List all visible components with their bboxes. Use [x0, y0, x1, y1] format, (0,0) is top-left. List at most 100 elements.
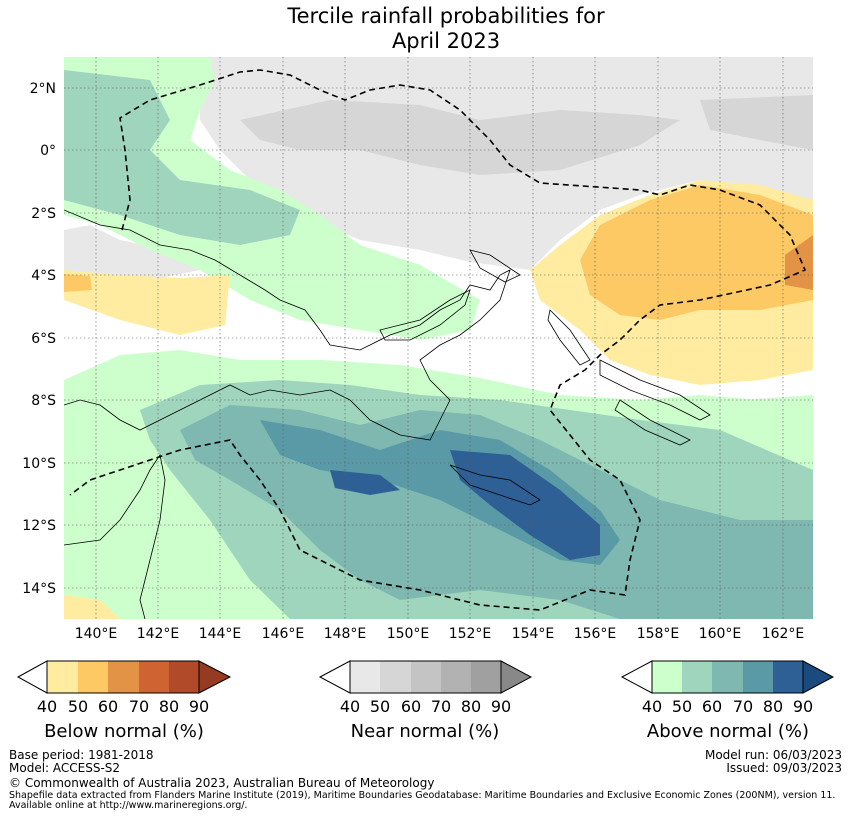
- map-area: [64, 57, 813, 619]
- colorbar-below-tick-40: 40: [37, 697, 57, 716]
- coastline-new-britain: [379, 289, 471, 341]
- lat-label-0: 0°: [40, 143, 56, 159]
- colorbar-near-tick-60: 60: [401, 697, 421, 716]
- colorbar-near-right-cap: [501, 661, 531, 693]
- coastline-solomons: [599, 359, 711, 446]
- base-period: Base period: 1981-2018: [9, 748, 154, 762]
- colorbar-above-tick-90: 90: [793, 697, 813, 716]
- lat-label-12s: 12°S: [22, 518, 56, 534]
- title-line-1: Tercile rainfall probabilities for: [287, 4, 605, 28]
- colorbar-near-swatch-50: [380, 661, 411, 693]
- coastlines: [64, 209, 711, 619]
- lon-label-148e: 148°E: [324, 626, 367, 642]
- lat-label-8s: 8°S: [31, 393, 56, 409]
- colorbar-above-tick-40: 40: [642, 697, 662, 716]
- colorbar-near-tick-90: 90: [491, 697, 511, 716]
- colorbar-below-swatch-80: [169, 661, 199, 693]
- colorbar-near-swatch-80: [471, 661, 501, 693]
- colorbar-above-left-cap: [620, 660, 653, 694]
- colorbar-near-swatch-40: [350, 661, 380, 693]
- below-normal-southwest: [64, 595, 120, 619]
- coastline-louisiade: [449, 464, 541, 506]
- colorbar-below-tick-80: 80: [159, 697, 179, 716]
- colorbar-above-swatch-60: [712, 661, 743, 693]
- lon-label-146e: 146°E: [262, 626, 305, 642]
- near-normal-east: [700, 95, 813, 150]
- coastline-bougainville: [547, 309, 591, 366]
- below-normal-east-core: [580, 185, 813, 320]
- gridlines: [64, 57, 813, 619]
- lon-label-152e: 152°E: [449, 626, 492, 642]
- latitude-labels: 2°N 0° 2°S 4°S 6°S 8°S 10°S 12°S 14°S: [22, 81, 56, 597]
- map-title: Tercile rainfall probabilities for April…: [0, 4, 850, 54]
- colorbar-above-tick-60: 60: [702, 697, 722, 716]
- below-normal-east-max: [785, 235, 813, 290]
- above-normal-north: [64, 57, 480, 340]
- below-normal-west-core: [64, 274, 92, 292]
- coastline-new-ireland: [469, 249, 521, 283]
- lon-label-144e: 144°E: [199, 626, 242, 642]
- eez-png: [69, 69, 807, 611]
- lon-label-154e: 154°E: [512, 626, 555, 642]
- lat-label-4s: 4°S: [31, 268, 56, 284]
- coastline-australia: [64, 453, 166, 619]
- lon-label-162e: 162°E: [762, 626, 805, 642]
- lat-label-6s: 6°S: [31, 331, 56, 347]
- colorbar-below-left-cap: [16, 660, 48, 694]
- near-normal-core: [240, 100, 680, 175]
- colorbar-near-tick-70: 70: [431, 697, 451, 716]
- lon-label-150e: 150°E: [387, 626, 430, 642]
- colorbar-below-swatch-40: [47, 661, 78, 693]
- colorbar-below-swatch-60: [108, 661, 139, 693]
- colorbar-below-title: Below normal (%): [44, 721, 204, 742]
- colorbar-below-tick-70: 70: [129, 697, 149, 716]
- above-normal-core-small: [330, 470, 400, 495]
- shapefile-credit-line-1: Shapefile data extracted from Flanders M…: [9, 790, 836, 801]
- colorbar-near-swatch-70: [441, 661, 471, 693]
- longitude-labels: 140°E 142°E 144°E 146°E 148°E 150°E 152°…: [75, 626, 805, 642]
- colorbar-above-tick-70: 70: [733, 697, 753, 716]
- title-line-2: April 2023: [391, 29, 501, 53]
- colorbar-above-swatch-70: [743, 661, 773, 693]
- colorbar-near-left-cap: [318, 660, 351, 694]
- lon-label-140e: 140°E: [75, 626, 118, 642]
- colorbar-below-tick-50: 50: [68, 697, 88, 716]
- lat-label-2n: 2°N: [30, 81, 56, 97]
- above-normal-south-core: [450, 450, 600, 560]
- lon-label-160e: 160°E: [699, 626, 742, 642]
- colorbar-near-tick-80: 80: [461, 697, 481, 716]
- colorbar-above-tick-80: 80: [763, 697, 783, 716]
- colorbar-below-swatch-70: [139, 661, 169, 693]
- near-normal-west: [64, 225, 200, 280]
- eez-boundaries: [69, 69, 807, 611]
- colorbar-below-tick-90: 90: [189, 697, 209, 716]
- lon-label-142e: 142°E: [137, 626, 180, 642]
- colorbar-above-right-cap: [803, 661, 833, 693]
- lat-label-2s: 2°S: [31, 206, 56, 222]
- colorbar-near-normal: 40 50 60 70 80 90 Near normal (%): [318, 660, 533, 742]
- issued-date: Issued: 09/03/2023: [726, 761, 842, 775]
- colorbar-below-tick-60: 60: [98, 697, 118, 716]
- above-normal-north-dark: [64, 70, 300, 245]
- colorbar-near-tick-40: 40: [340, 697, 360, 716]
- model-run-date: Model run: 06/03/2023: [704, 748, 842, 762]
- lat-label-14s: 14°S: [22, 581, 56, 597]
- below-normal-west: [64, 270, 230, 335]
- model-name: Model: ACCESS-S2: [9, 761, 121, 775]
- colorbar-near-tick-50: 50: [370, 697, 390, 716]
- colorbar-above-title: Above normal (%): [647, 721, 809, 742]
- shapefile-credit-line-2: Available online at http://www.marinereg…: [9, 800, 248, 811]
- colorbar-below-swatch-50: [78, 661, 108, 693]
- colorbar-above-swatch-40: [652, 661, 682, 693]
- colorbar-above-swatch-50: [682, 661, 712, 693]
- colorbar-above-swatch-80: [773, 661, 803, 693]
- colorbar-above-normal: 40 50 60 70 80 90 Above normal (%): [620, 660, 835, 742]
- colorbar-near-title: Near normal (%): [351, 721, 500, 742]
- lon-label-158e: 158°E: [637, 626, 680, 642]
- coastline-new-guinea: [64, 209, 511, 441]
- lat-label-10s: 10°S: [22, 456, 56, 472]
- colorbar-near-swatch-60: [411, 661, 441, 693]
- copyright-notice: © Commonwealth of Australia 2023, Austra…: [9, 776, 435, 790]
- colorbar-below-normal: 40 50 60 70 80 90 Below normal (%): [16, 660, 232, 742]
